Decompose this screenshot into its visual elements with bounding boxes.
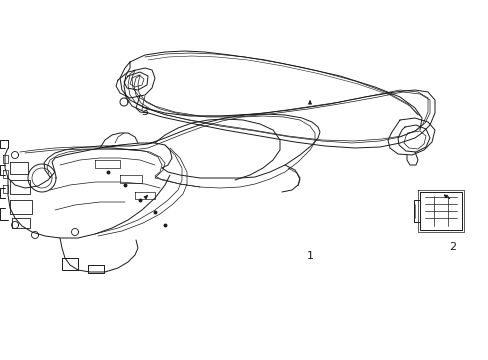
Text: 2: 2 (448, 242, 455, 252)
Text: 1: 1 (306, 251, 313, 261)
Text: 3: 3 (141, 107, 147, 117)
